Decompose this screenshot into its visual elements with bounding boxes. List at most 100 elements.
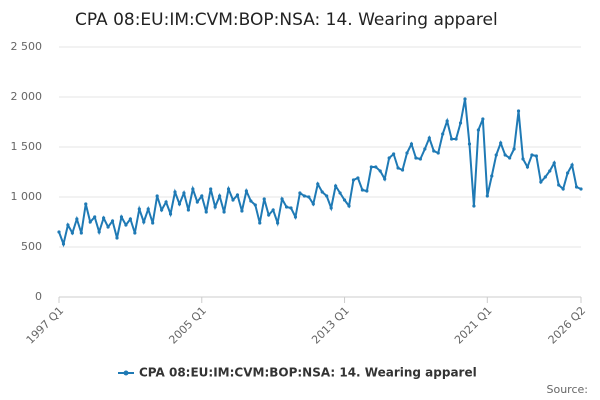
data-point [195,200,199,204]
data-point [226,187,231,191]
data-point [325,194,329,198]
data-point [543,175,547,179]
y-tick-label: 500 [21,240,42,253]
x-tick-label: 2013 Q1 [309,304,352,347]
data-point [249,199,253,203]
data-point [311,202,315,206]
data-point [427,136,431,140]
data-point [258,221,262,225]
data-point [298,191,302,195]
data-point [579,187,583,191]
data-point [75,217,79,221]
data-point [88,220,92,224]
data-point [320,190,324,194]
data-point [512,147,516,151]
data-point [151,221,155,225]
data-point [231,198,235,202]
data-point [521,157,525,161]
data-point [173,190,177,194]
data-point [182,191,186,195]
data-point [137,207,141,211]
data-point [57,230,61,234]
chart-title: CPA 08:EU:IM:CVM:BOP:NSA: 14. Wearing ap… [75,10,498,30]
data-point [128,217,132,221]
data-point [490,174,494,178]
data-point [240,209,244,213]
data-point [409,142,414,146]
data-point [222,210,226,214]
data-point [378,169,382,173]
data-point [525,165,530,169]
data-point [209,187,213,191]
data-point [97,230,101,234]
x-tick-label: 2005 Q1 [166,304,209,347]
data-point [383,177,387,181]
data-point [530,153,534,157]
x-tick-label: 1997 Q1 [24,304,67,347]
data-point [146,207,150,211]
data-point [481,117,485,121]
data-point [561,187,565,191]
data-point [369,165,373,169]
y-tick-label: 1 000 [11,190,43,203]
legend-label: CPA 08:EU:IM:CVM:BOP:NSA: 14. Wearing ap… [139,366,477,380]
data-point [570,163,574,167]
data-point [262,197,266,201]
data-point [365,189,369,193]
data-point [400,168,405,172]
data-point [133,231,137,235]
data-point [276,221,280,225]
data-point [302,194,306,198]
data-point [186,208,190,212]
data-point [329,206,333,210]
x-tick-label: 2026 Q2 [546,304,589,347]
y-tick-label: 1 500 [11,140,43,153]
data-point [235,193,240,197]
data-point [503,153,507,157]
data-point [334,184,338,188]
data-point [574,185,579,189]
data-point [280,197,284,201]
data-point [142,220,146,224]
data-point [155,194,159,198]
data-point [436,151,440,155]
data-point [414,156,418,160]
data-point [160,208,164,212]
data-point [423,147,427,151]
data-point [374,165,378,169]
data-point [177,202,182,206]
data-point [485,194,489,198]
data-point [441,132,445,136]
data-point [338,191,342,195]
data-point [467,142,472,146]
data-point [405,151,409,155]
data-point [472,204,476,208]
data-point [450,137,454,141]
data-point [93,215,97,219]
data-point [271,208,275,212]
data-point [102,216,106,220]
data-point [66,223,70,227]
data-point [392,152,396,156]
data-point [204,210,208,214]
data-point [552,161,556,165]
data-point [476,128,480,132]
data-point [164,200,168,204]
data-point [244,189,248,193]
data-point [508,156,512,160]
data-point [432,149,436,153]
data-point [110,219,115,223]
data-point [124,223,128,227]
data-point [106,225,110,229]
data-point [418,157,422,161]
data-point [445,119,449,123]
legend-marker [123,370,129,376]
data-point [548,169,552,173]
data-point [539,180,543,184]
data-point [463,97,467,101]
data-point [316,182,320,186]
data-point [289,206,293,210]
data-point [84,202,88,206]
data-point [360,188,364,192]
